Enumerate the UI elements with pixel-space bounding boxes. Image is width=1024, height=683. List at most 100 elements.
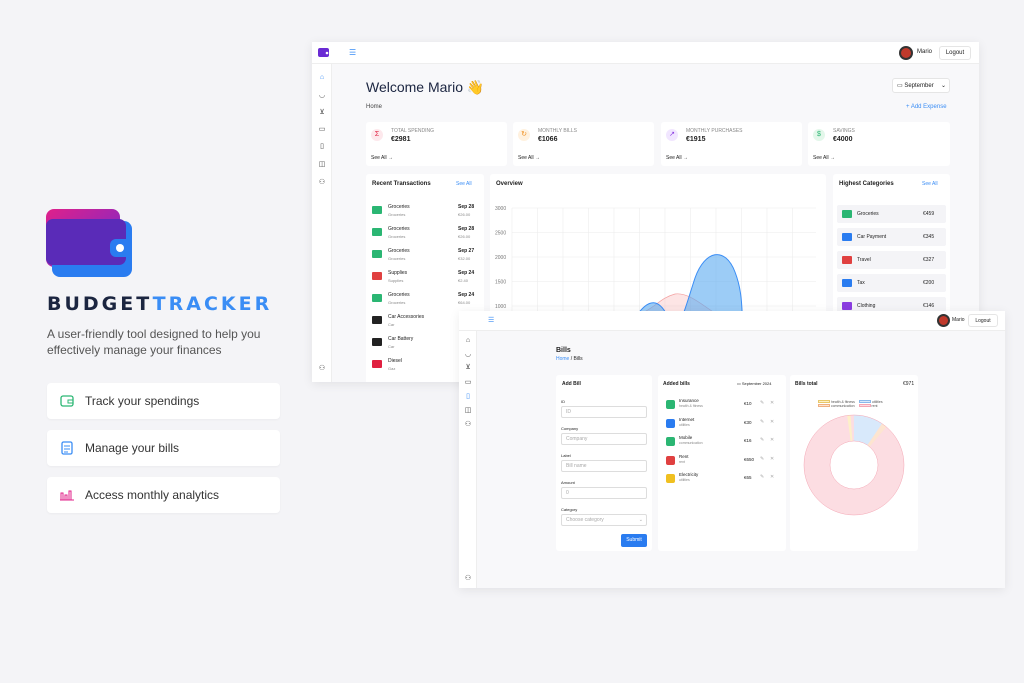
transaction-row[interactable]: Groceries Groceries Sep 24 €64.00 [366,291,484,311]
edit-icon[interactable]: ✎ [760,455,765,462]
tx-date: Sep 24 [458,270,475,276]
category-icon [372,294,382,302]
field-input[interactable]: Company [561,433,647,445]
user-icon[interactable]: ⚇ [318,179,326,186]
savings-icon[interactable]: ◫ [464,407,472,414]
month-value: September [904,82,934,89]
menu-toggle-icon[interactable]: ☰ [349,48,357,57]
delete-icon[interactable]: ✕ [770,455,775,462]
feature-label: Access monthly analytics [85,488,220,502]
see-all-link[interactable]: See All → [371,155,393,161]
month-select[interactable]: ▭ September ⌄ [892,78,950,93]
bill-row[interactable]: Electricity utilities €65 ✎ ✕ [658,471,786,487]
avatar[interactable] [899,46,913,60]
highest-see-all[interactable]: See All [922,181,938,187]
add-expense-link[interactable]: + Add Expense [906,104,947,110]
bills-total-card: Bills total €971 health & fitness utilit… [790,375,918,551]
bill-amount: €10 [744,401,752,406]
basket-icon[interactable]: ◡ [318,92,326,99]
stat-value: €2981 [391,136,411,143]
bills-total-title: Bills total [795,381,818,387]
edit-icon[interactable]: ✎ [760,474,765,480]
category-value: €345 [923,234,935,240]
transaction-row[interactable]: Car Accessories Car [366,313,484,333]
y-tick-label: 1500 [495,280,506,286]
recent-see-all[interactable]: See All [456,181,472,187]
edit-icon[interactable]: ✎ [760,418,765,425]
user-icon[interactable]: ⚇ [464,421,472,428]
bill-icon[interactable]: ▯ [320,143,324,150]
field-input[interactable]: Bill name [561,460,647,472]
transaction-row[interactable]: Supplies Supplies Sep 24 €2.40 [366,269,484,289]
delete-icon[interactable]: ✕ [770,437,775,443]
y-tick-label: 2500 [495,231,506,237]
logout-button[interactable]: Logout [939,46,971,60]
see-all-link[interactable]: See All → [813,155,835,161]
category-row[interactable]: Travel €327 [837,251,946,269]
field-label: Category [561,507,578,512]
document-icon [59,440,75,456]
transaction-row[interactable]: Groceries Groceries Sep 28 €26.00 [366,225,484,245]
category-icon [372,206,382,214]
cart-icon[interactable]: ⊻ [465,364,471,371]
home-icon[interactable]: ⌂ [319,74,325,81]
bills-total-value: €971 [903,381,915,387]
tx-amount: €2.40 [458,278,469,283]
category-icon [842,210,852,218]
breadcrumb: Home / Bills [556,356,583,362]
bill-category: utilities [679,422,690,427]
submit-button[interactable]: Submit [621,534,647,547]
wallet-icon [59,393,75,409]
bill-category-icon [666,400,675,409]
category-row[interactable]: Clothing €146 [837,297,946,315]
delete-icon[interactable]: ✕ [770,474,775,480]
field-input[interactable]: ID [561,406,647,418]
transaction-row[interactable]: Diesel Gaz [366,357,484,377]
add-bill-title: Add Bill [562,381,581,387]
cart-icon[interactable]: ⊻ [319,109,325,116]
breadcrumb-home[interactable]: Home [556,356,570,362]
home-icon[interactable]: ⌂ [465,337,471,344]
transaction-row[interactable]: Groceries Groceries Sep 27 €32.00 [366,247,484,267]
edit-icon[interactable]: ✎ [760,400,765,406]
tx-name: Car Accessories [388,314,425,320]
delete-icon[interactable]: ✕ [770,400,775,406]
category-row[interactable]: Car Payment €345 [837,228,946,246]
category-row[interactable]: Groceries €459 [837,205,946,223]
see-all-link[interactable]: See All → [518,155,540,161]
bill-row[interactable]: Mobile communication €16 ✎ ✕ [658,434,786,450]
transaction-row[interactable]: Groceries Groceries Sep 28 €26.00 [366,203,484,223]
tx-category: Gaz [388,366,396,371]
field-input[interactable]: 0 [561,487,647,499]
bill-row[interactable]: Rent rent €650 ✎ ✕ [658,453,786,469]
profile-icon[interactable]: ⚇ [464,575,472,582]
bill-icon[interactable]: ▯ [466,393,470,400]
field-input[interactable]: Choose category ⌄ [561,514,647,526]
category-icon [842,279,852,287]
field-label: ID [561,399,565,404]
menu-toggle-icon[interactable]: ☰ [488,317,495,324]
bill-row[interactable]: Insurance health & fitness €10 ✎ ✕ [658,397,786,413]
bill-category: utilities [679,478,690,482]
avatar[interactable] [937,314,950,327]
see-all-link[interactable]: See All → [666,155,688,161]
profile-icon[interactable]: ⚇ [318,365,326,372]
category-icon [372,250,382,258]
savings-icon[interactable]: ◫ [318,161,326,168]
basket-icon[interactable]: ◡ [464,351,472,358]
stat-label: MONTHLY BILLS [538,128,577,134]
edit-icon[interactable]: ✎ [760,437,765,443]
calendar-icon[interactable]: ▭ [464,379,472,386]
category-name: Car Payment [857,234,887,240]
tx-name: Groceries [388,248,410,254]
field-label: Company [561,426,579,431]
delete-icon[interactable]: ✕ [770,418,775,425]
bill-amount: €16 [744,438,752,443]
feature-label: Track your spendings [85,394,200,408]
transaction-row[interactable]: Car Battery Car [366,335,484,355]
logout-button[interactable]: Logout [968,314,998,327]
stat-value: €1066 [538,136,558,143]
calendar-icon[interactable]: ▭ [318,126,326,133]
bill-row[interactable]: Internet utilities €30 ✎ ✕ [658,416,786,432]
category-row[interactable]: Tax €200 [837,274,946,292]
